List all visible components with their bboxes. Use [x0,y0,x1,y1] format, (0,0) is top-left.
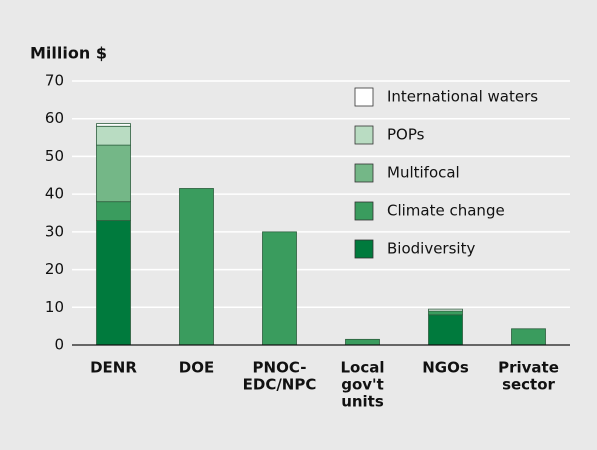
x-tick-label: Private [498,359,559,377]
x-tick-label: sector [502,376,555,394]
legend-swatch [354,201,374,221]
y-tick-label: 40 [45,185,64,203]
legend-label: Biodiversity [387,240,475,258]
bar-segment [428,310,463,316]
bar-segment [96,144,131,203]
x-tick-label: EDC/NPC [243,376,317,394]
x-tick-label: gov't [341,376,384,394]
y-tick-label: 30 [45,222,64,240]
bar-segment [345,338,380,346]
bar-segment [428,308,463,312]
y-axis-label: Million $ [30,44,107,63]
legend-label: POPs [387,126,425,144]
legend-swatch [354,125,374,145]
y-tick-label: 50 [45,147,64,165]
legend-label: Multifocal [387,164,460,182]
legend-label: International waters [387,88,538,106]
bar-segment [96,125,131,146]
x-tick-label: DENR [90,359,137,377]
bar-segment [179,188,214,346]
x-tick-label: DOE [179,359,214,377]
x-tick-label: Local [340,359,384,377]
legend-label: Climate change [387,202,505,220]
y-tick-label: 10 [45,298,64,316]
bar-segment [96,123,131,127]
y-tick-label: 20 [45,260,64,278]
x-tick-label: units [341,393,384,411]
bar-segment [96,201,131,221]
legend-swatch [354,239,374,259]
y-tick-label: 70 [45,72,64,90]
x-tick-label: NGOs [422,359,469,377]
y-tick-label: 60 [45,109,64,127]
x-tick-label: PNOC- [253,359,307,377]
bar-segment [262,231,297,346]
legend-swatch [354,87,374,107]
legend-swatch [354,163,374,183]
bar-segment [428,314,463,346]
bar-segment [511,328,546,346]
y-tick-label: 0 [54,336,64,354]
bar-segment [96,220,131,346]
